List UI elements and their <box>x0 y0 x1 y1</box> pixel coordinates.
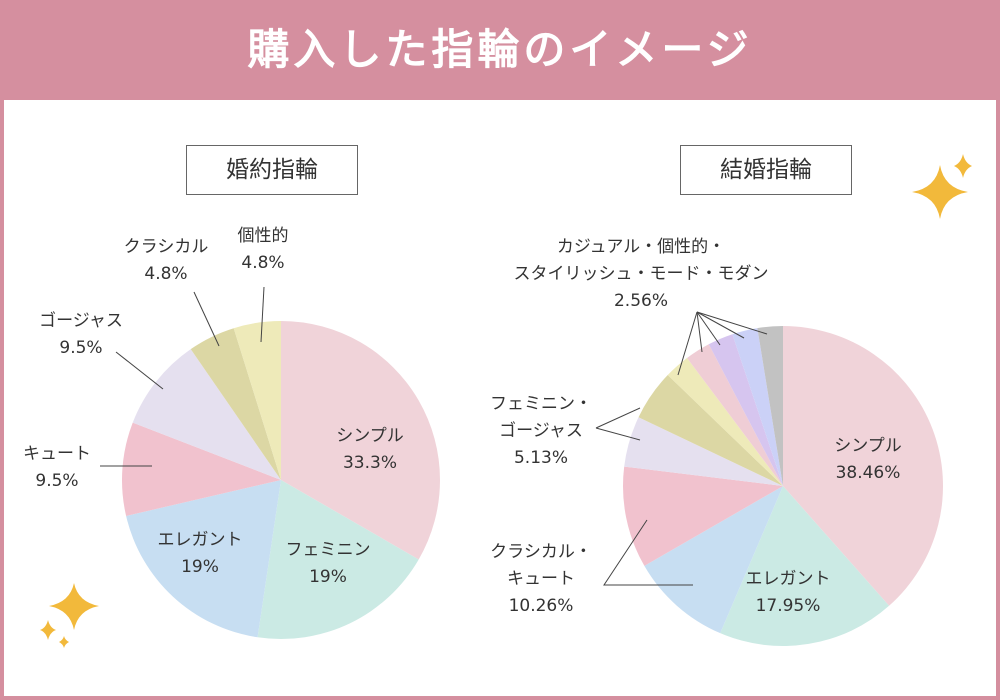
label-others-line2: スタイリッシュ・モード・モダン <box>514 264 769 284</box>
leader-line <box>595 407 641 429</box>
page-title: 購入した指輪のイメージ <box>247 25 753 74</box>
pie-slice-elegant <box>126 480 281 638</box>
label-feminine-gorgeous-line1: フェミニン・ <box>490 394 592 414</box>
leader-line <box>115 351 164 390</box>
leader-line <box>696 311 768 335</box>
label-feminine-gorgeous-line2: ゴージャス <box>499 420 583 441</box>
label-feminine-name: フェミニン <box>286 540 371 560</box>
pie-slice-classical <box>644 486 783 634</box>
leader-line <box>595 427 641 441</box>
label-simple-name: シンプル <box>336 426 404 446</box>
label-simple-name: シンプル <box>834 436 902 456</box>
label-feminine-gorgeous-value: 5.13% <box>514 448 568 468</box>
label-simple-value: 38.46% <box>836 463 901 483</box>
label-elegant-value: 19% <box>181 557 219 577</box>
label-feminine-value: 19% <box>309 567 347 587</box>
label-cute-value: 9.5% <box>35 471 78 491</box>
pie-slice-casual <box>667 358 783 486</box>
leader-line <box>260 286 265 343</box>
pie-slice-gorgeous <box>132 349 281 480</box>
wedding-pie <box>622 326 944 647</box>
sparkle-icon <box>912 154 972 219</box>
label-elegant-name: エレガント <box>158 530 243 550</box>
pie-slice-feminine <box>257 480 419 640</box>
pie-slice-classical <box>190 328 281 480</box>
label-simple-value: 33.3% <box>343 453 397 473</box>
label-unique-name: 個性的 <box>238 226 289 246</box>
pie-slice-cute <box>622 466 783 566</box>
label-classical-value: 4.8% <box>144 264 187 284</box>
pie-slice-cute <box>121 422 281 516</box>
pie-slice-elegant <box>720 486 890 647</box>
pie-slice-modern <box>757 326 783 486</box>
leader-line <box>603 519 693 586</box>
pie-slice-stylish <box>708 334 783 486</box>
leader-line <box>696 311 703 353</box>
sparkle-icon <box>40 583 99 648</box>
label-elegant-name: エレガント <box>746 569 831 589</box>
wedding-labels: シンプル 38.46% エレガント 17.95% クラシカル・ キュート 10.… <box>490 237 902 616</box>
label-cute-name: キュート <box>23 444 91 464</box>
pie-slice-simple <box>783 326 944 606</box>
pie-slice-unique <box>233 321 281 480</box>
pie-slice-feminine <box>624 417 783 486</box>
wedding-ring-title: 結婚指輪 <box>680 145 852 195</box>
label-elegant-value: 17.95% <box>756 596 821 616</box>
pie-slice-mode <box>732 328 783 486</box>
label-classical-cute-line1: クラシカル・ <box>490 542 592 562</box>
label-others-line1: カジュアル・個性的・ <box>557 237 725 257</box>
leader-line <box>696 311 721 346</box>
pie-slice-gorgeous <box>638 375 783 486</box>
label-gorgeous-value: 9.5% <box>59 338 102 358</box>
label-classical-cute-value: 10.26% <box>509 596 574 616</box>
pie-slice-unique <box>687 344 783 486</box>
pie-slice-simple <box>281 321 441 560</box>
engagement-pie <box>121 321 441 640</box>
engagement-ring-title: 婚約指輪 <box>186 145 358 195</box>
header-banner: 購入した指輪のイメージ <box>0 0 1000 100</box>
label-classical-cute-line2: キュート <box>507 569 575 589</box>
leader-line <box>696 311 745 339</box>
leader-line <box>677 311 698 376</box>
engagement-labels: シンプル 33.3% フェミニン 19% エレガント 19% キュート 9.5%… <box>23 226 404 587</box>
label-unique-value: 4.8% <box>241 253 284 273</box>
leader-line <box>193 291 220 347</box>
label-others-value: 2.56% <box>614 291 668 311</box>
label-classical-name: クラシカル <box>124 237 209 257</box>
label-gorgeous-name: ゴージャス <box>39 310 123 331</box>
